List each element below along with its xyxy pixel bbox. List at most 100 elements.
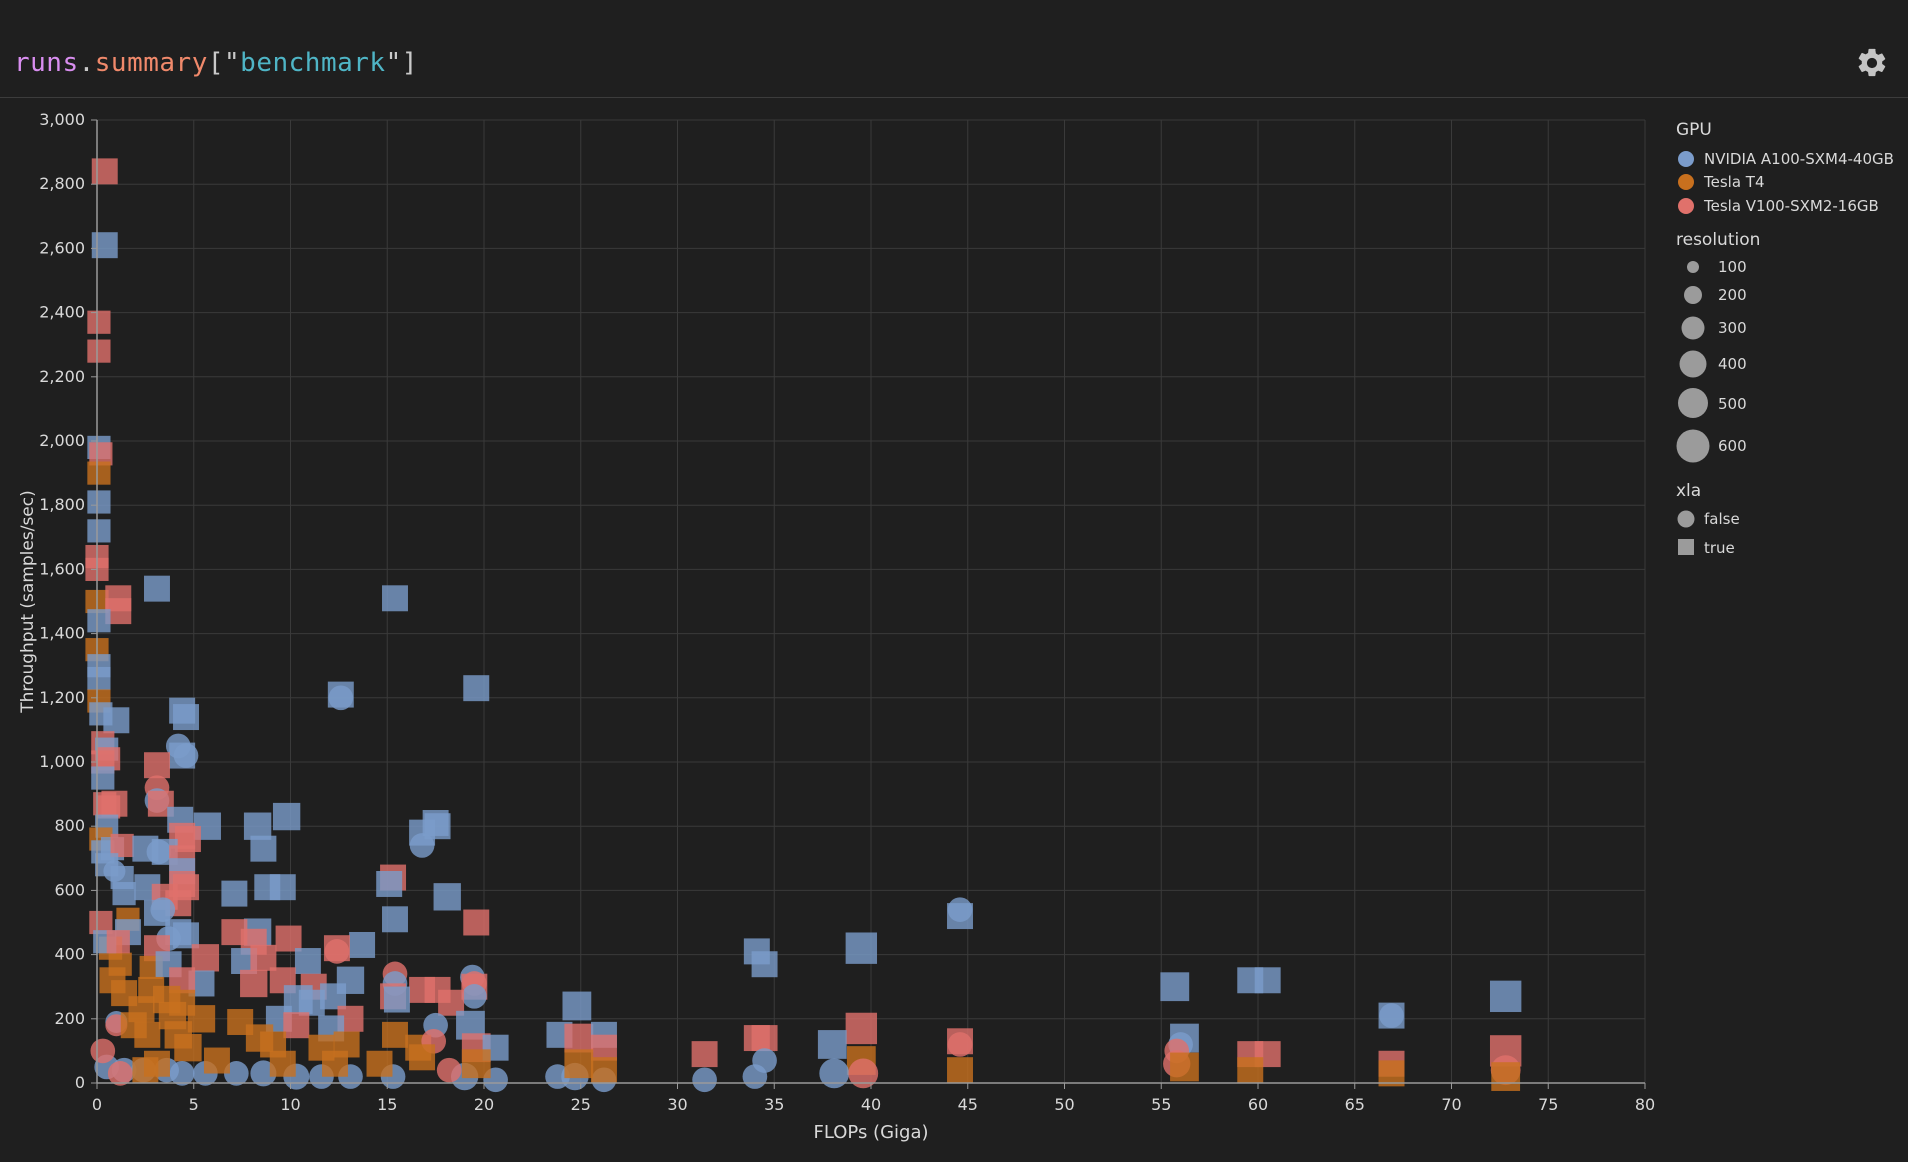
legend-resolution-label-100: 100 [1718,258,1747,276]
y-tick-label: 2,000 [39,431,85,450]
x-tick-label: 75 [1538,1095,1558,1114]
data-point-square [1237,1057,1264,1084]
legend-gpu-label-v100: Tesla V100-SXM2-16GB [1703,197,1879,215]
data-point-circle [848,1058,879,1089]
query-expression[interactable]: runs.summary["benchmark"] [14,48,418,78]
legend-resolution-swatch-200 [1684,286,1702,304]
data-point-circle [107,1061,133,1086]
legend-resolution-swatch-100 [1687,261,1699,273]
data-point-square [283,1012,310,1039]
legend-resolution-swatch-500 [1678,388,1708,418]
legend-gpu-title: GPU [1676,120,1712,140]
data-point-square [144,752,170,779]
data-point-square [99,967,126,994]
data-point-square [203,1047,230,1074]
data-point-circle [461,983,487,1009]
data-point-square [751,1025,778,1052]
legend-xla-swatch-true [1678,539,1694,555]
legend-resolution-label-500: 500 [1718,395,1747,413]
data-point-square [87,490,111,514]
data-point-circle [328,685,354,711]
query-header: runs.summary["benchmark"] [0,0,1908,98]
query-dot-token: . [78,48,95,78]
x-tick-label: 80 [1635,1095,1655,1114]
x-tick-label: 15 [377,1095,397,1114]
data-point-square [269,874,296,901]
data-point-circle [90,1038,116,1064]
x-tick-label: 60 [1248,1095,1268,1114]
data-point-circle [1379,1003,1404,1028]
data-point-square [461,1049,491,1079]
query-summary-token: summary [94,48,208,78]
data-point-square [103,707,130,734]
data-point-square [173,704,199,731]
data-point-square [1160,972,1190,1002]
y-tick-label: 2,400 [39,303,85,322]
y-tick-label: 0 [75,1073,85,1092]
x-tick-label: 70 [1441,1095,1461,1114]
data-point-circle [742,1064,768,1089]
query-open-bracket-token: [" [207,48,241,78]
data-point-circle [223,1061,249,1086]
data-point-square [751,951,778,978]
y-axis-label: Throughput (samples/sec) [18,490,38,713]
legend-gpu-swatch-a100 [1678,151,1694,167]
data-point-square [376,871,403,897]
data-point-square [221,880,248,907]
data-point-square [382,1021,408,1048]
legend-resolution-label-300: 300 [1718,319,1747,337]
data-point-square [144,1050,170,1077]
x-tick-label: 65 [1345,1095,1365,1114]
y-tick-label: 2,800 [39,174,85,193]
gear-icon[interactable] [1855,46,1889,80]
data-point-square [463,675,490,702]
data-point-square [691,1041,718,1068]
data-point-square [191,944,220,972]
y-tick-label: 200 [54,1009,85,1028]
x-tick-label: 25 [571,1095,591,1114]
data-point-square [382,906,408,933]
legend-gpu-swatch-t4 [1678,174,1694,190]
legend-xla-label-false: false [1704,510,1740,528]
data-point-square [87,666,111,691]
data-point-square [817,1030,847,1059]
legend-gpu-swatch-v100 [1678,198,1694,214]
data-point-square [275,925,302,952]
y-tick-labels: 0 200 400 600 800 1,000 1,200 1,400 1,600 1,800 2,… [39,110,97,1092]
data-point-square [243,812,272,840]
y-tick-label: 1,600 [39,559,85,578]
legend-resolution-title: resolution [1676,230,1760,250]
data-point-square [1491,1062,1521,1091]
data-point-square [1170,1052,1199,1082]
query-close-bracket-token: "] [385,48,418,78]
legend-resolution-label-600: 600 [1718,437,1747,455]
y-tick-label: 3,000 [39,110,85,129]
data-point-square [106,930,130,954]
x-axis-label: FLOPs (Giga) [814,1122,929,1143]
data-point-square [564,1023,594,1053]
data-point-square [240,969,268,998]
x-tick-label: 0 [92,1095,102,1114]
x-tick-label: 5 [189,1095,199,1114]
data-point-square [87,461,111,485]
data-point-square [383,986,410,1013]
data-point-square [1378,1060,1405,1087]
data-point-square [322,1050,348,1077]
y-tick-label: 2,600 [39,238,85,257]
data-point-square [250,944,277,971]
data-point-square [845,1012,878,1045]
legend-resolution-swatch-600 [1676,429,1710,463]
data-point-square [320,983,347,1010]
data-point-square [169,989,196,1016]
y-tick-label: 400 [54,945,85,964]
legend-resolution-label-200: 200 [1718,286,1747,304]
y-tick-label: 1,400 [39,624,85,643]
data-point-square [269,1050,296,1077]
data-point-square [91,232,118,259]
data-point-square [87,310,111,334]
x-tick-label: 55 [1151,1095,1171,1114]
data-point-circle [324,939,350,964]
data-point-square [433,883,461,911]
legend-xla-label-true: true [1704,539,1735,557]
data-point-square [250,835,277,862]
